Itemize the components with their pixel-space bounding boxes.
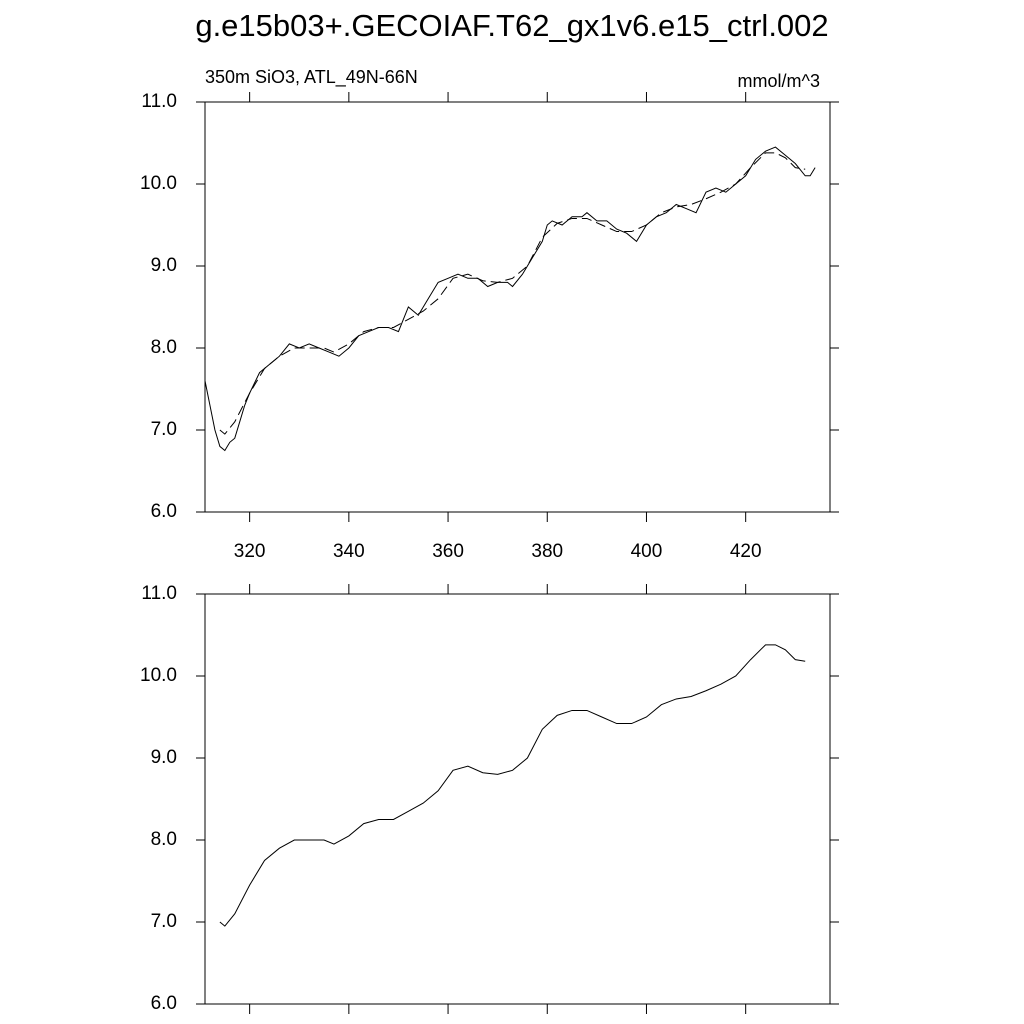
y-tick-label: 10.0 [140,173,177,194]
figure-title: g.e15b03+.GECOIAF.T62_gx1v6.e15_ctrl.002 [195,8,828,43]
x-tick-label: 360 [432,541,464,562]
subtitle-right: mmol/m^3 [738,71,820,91]
y-tick-label: 9.0 [151,747,177,768]
y-tick-label: 6.0 [151,501,177,522]
series-line [219,644,806,927]
series-line [219,152,806,435]
y-tick-label: 8.0 [151,829,177,850]
y-tick-label: 11.0 [141,91,177,112]
y-tick-label: 6.0 [151,993,177,1014]
y-tick-label: 9.0 [151,255,177,276]
y-tick-label: 11.0 [141,583,177,604]
subtitle-left: 350m SiO3, ATL_49N-66N [205,67,418,88]
y-tick-label: 10.0 [140,665,177,686]
plot-frame [204,593,831,1005]
x-tick-label: 340 [333,541,365,562]
x-tick-label: 380 [531,541,563,562]
series-line [204,146,816,452]
x-tick-label: 400 [631,541,663,562]
plot-frame [204,101,831,513]
x-tick-label: 420 [730,541,762,562]
y-tick-label: 8.0 [151,337,177,358]
y-tick-label: 7.0 [151,911,177,932]
y-tick-label: 7.0 [151,419,177,440]
x-tick-label: 320 [234,541,266,562]
